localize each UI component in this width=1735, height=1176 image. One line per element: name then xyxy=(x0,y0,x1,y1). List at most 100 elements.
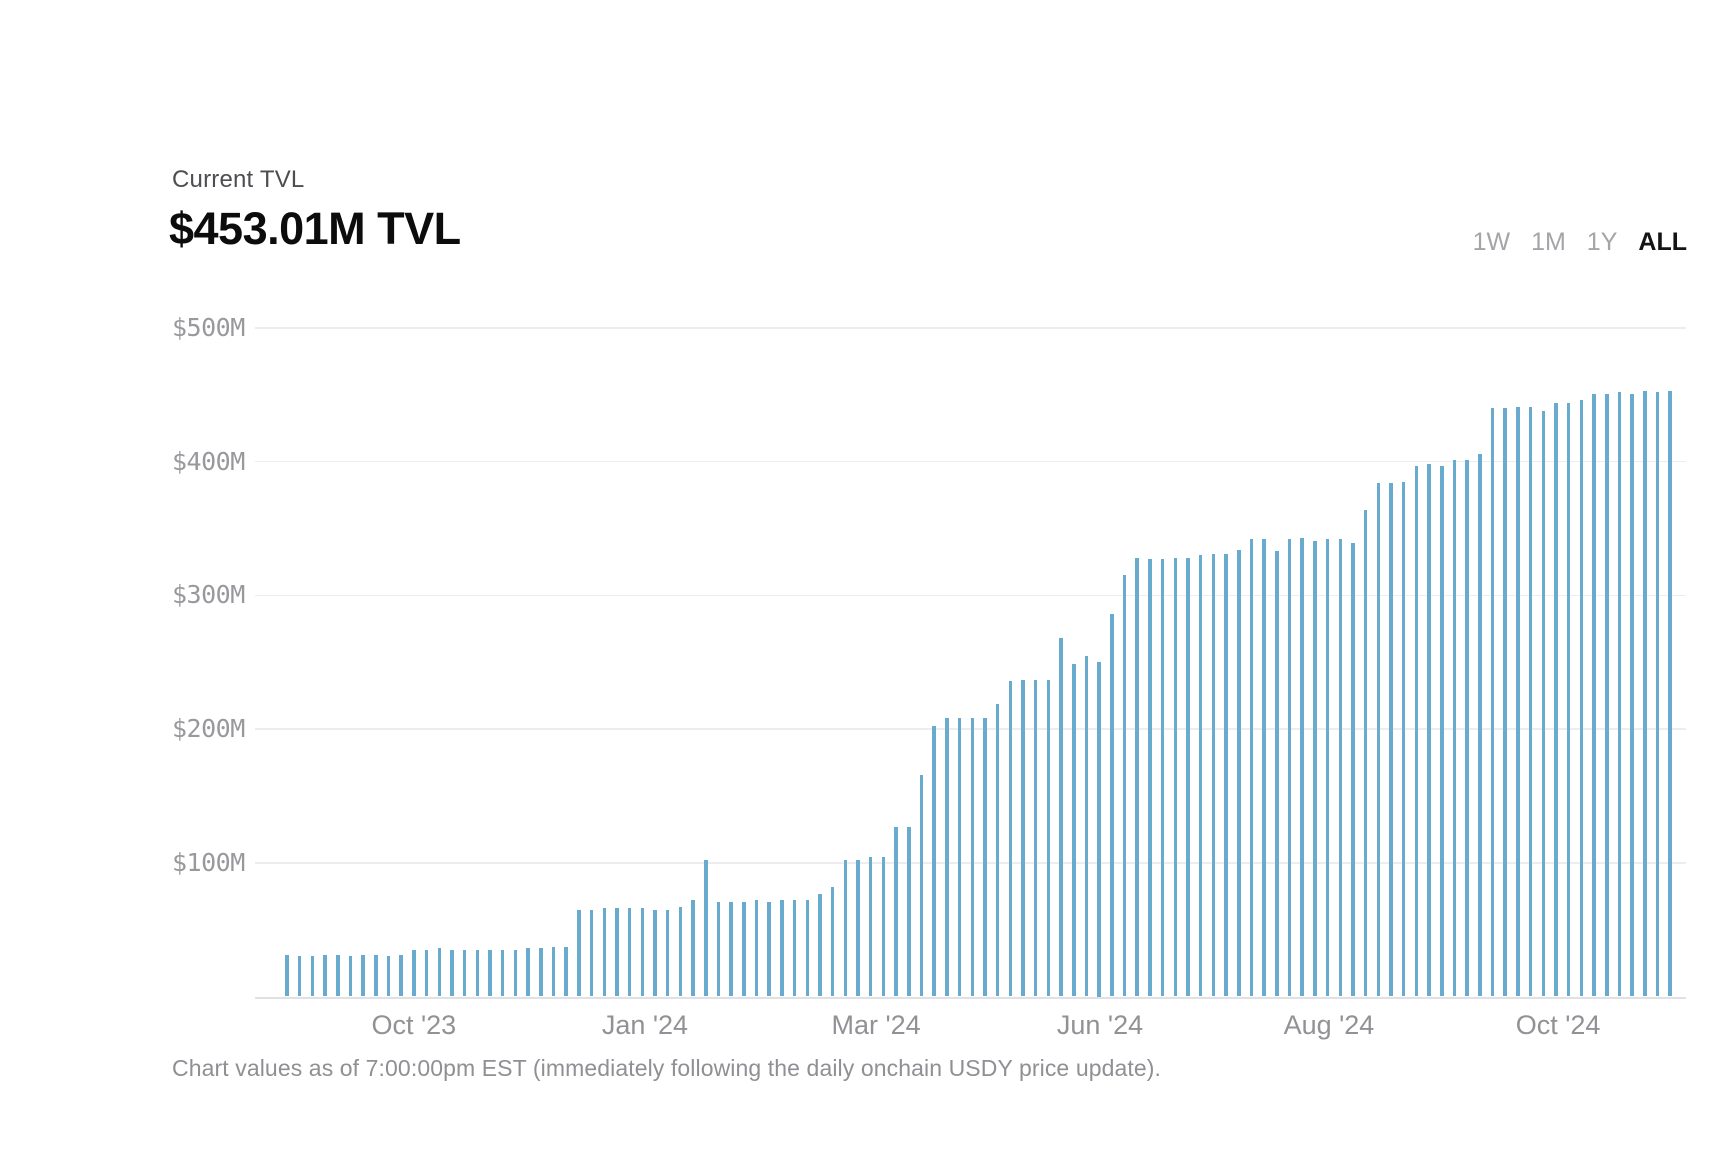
tvl-bar[interactable] xyxy=(424,949,429,997)
tvl-bar[interactable] xyxy=(577,909,581,997)
tvl-bar[interactable] xyxy=(894,826,898,997)
tvl-bar[interactable] xyxy=(691,900,695,997)
tvl-bar[interactable] xyxy=(995,703,1000,997)
tvl-bar[interactable] xyxy=(1084,655,1089,997)
tvl-bar[interactable] xyxy=(932,726,936,997)
tvl-bar[interactable] xyxy=(1440,465,1444,997)
tvl-bar[interactable] xyxy=(361,955,365,997)
range-option-1m[interactable]: 1M xyxy=(1531,228,1566,256)
tvl-bar[interactable] xyxy=(551,947,556,997)
tvl-bar[interactable] xyxy=(310,956,315,997)
tvl-bar[interactable] xyxy=(1579,400,1584,997)
tvl-bar[interactable] xyxy=(1097,662,1101,997)
tvl-bar[interactable] xyxy=(843,860,848,997)
tvl-bar[interactable] xyxy=(868,857,873,997)
tvl-bar[interactable] xyxy=(1046,679,1051,997)
tvl-bar[interactable] xyxy=(805,900,810,997)
tvl-bar[interactable] xyxy=(1287,539,1292,997)
tvl-bar[interactable] xyxy=(1351,543,1355,997)
tvl-bar[interactable] xyxy=(1313,540,1317,997)
tvl-bar[interactable] xyxy=(1072,663,1076,997)
tvl-bar[interactable] xyxy=(1262,539,1266,997)
tvl-bar[interactable] xyxy=(1110,614,1114,997)
tvl-bar[interactable] xyxy=(1300,537,1304,997)
tvl-bar[interactable] xyxy=(1655,392,1660,997)
tvl-bar[interactable] xyxy=(1135,557,1139,997)
tvl-bar[interactable] xyxy=(1363,509,1368,997)
tvl-bar[interactable] xyxy=(881,857,886,997)
tvl-bar[interactable] xyxy=(1592,393,1596,997)
tvl-bar[interactable] xyxy=(323,955,327,997)
tvl-bar[interactable] xyxy=(539,948,543,997)
tvl-bar[interactable] xyxy=(615,908,619,997)
tvl-bar[interactable] xyxy=(348,956,353,997)
tvl-bar[interactable] xyxy=(1376,483,1381,997)
tvl-bar[interactable] xyxy=(1173,557,1178,997)
tvl-bar[interactable] xyxy=(957,718,962,997)
tvl-bar[interactable] xyxy=(907,826,911,997)
tvl-bar[interactable] xyxy=(1059,638,1063,997)
tvl-bar[interactable] xyxy=(1237,549,1241,997)
tvl-bar[interactable] xyxy=(1033,679,1038,997)
tvl-bar[interactable] xyxy=(450,949,454,997)
tvl-bar[interactable] xyxy=(640,908,645,997)
tvl-bar[interactable] xyxy=(945,718,949,997)
tvl-bar[interactable] xyxy=(1465,460,1469,997)
tvl-bar[interactable] xyxy=(1630,393,1634,997)
tvl-bar[interactable] xyxy=(526,948,530,997)
tvl-bar[interactable] xyxy=(830,886,835,997)
tvl-bar[interactable] xyxy=(970,718,974,997)
tvl-bar[interactable] xyxy=(754,900,759,997)
tvl-bar[interactable] xyxy=(1160,559,1165,997)
tvl-bar[interactable] xyxy=(1275,551,1279,997)
tvl-bar[interactable] xyxy=(475,949,480,997)
tvl-bar[interactable] xyxy=(1224,553,1228,997)
tvl-bar[interactable] xyxy=(1148,559,1152,997)
tvl-bar[interactable] xyxy=(1211,553,1216,997)
tvl-bar[interactable] xyxy=(1478,453,1482,997)
tvl-bar[interactable] xyxy=(513,949,518,997)
range-option-1y[interactable]: 1Y xyxy=(1586,228,1618,256)
tvl-bar[interactable] xyxy=(1389,483,1393,997)
tvl-bar[interactable] xyxy=(1490,408,1495,997)
tvl-bar[interactable] xyxy=(285,955,289,997)
tvl-bar[interactable] xyxy=(678,906,683,997)
tvl-bar[interactable] xyxy=(919,774,924,997)
tvl-bar[interactable] xyxy=(716,901,721,997)
tvl-bar[interactable] xyxy=(1122,575,1127,997)
tvl-bar[interactable] xyxy=(1325,539,1330,997)
tvl-bar[interactable] xyxy=(589,909,594,997)
tvl-bar[interactable] xyxy=(818,893,822,997)
tvl-bar[interactable] xyxy=(1008,680,1013,997)
range-option-all[interactable]: ALL xyxy=(1638,228,1687,256)
tvl-bar[interactable] xyxy=(437,948,442,997)
tvl-bar[interactable] xyxy=(1249,539,1254,997)
tvl-bar[interactable] xyxy=(1021,679,1025,997)
tvl-bar[interactable] xyxy=(1198,555,1203,997)
tvl-bar[interactable] xyxy=(704,860,708,997)
tvl-bar[interactable] xyxy=(336,955,340,997)
tvl-bar[interactable] xyxy=(1414,465,1419,997)
tvl-bar[interactable] xyxy=(1186,557,1190,997)
tvl-bar[interactable] xyxy=(602,908,606,997)
tvl-bar[interactable] xyxy=(1427,464,1431,997)
tvl-bar[interactable] xyxy=(462,949,467,997)
tvl-bar[interactable] xyxy=(488,949,492,997)
tvl-bar[interactable] xyxy=(500,949,505,997)
tvl-bar[interactable] xyxy=(412,949,416,997)
tvl-bar[interactable] xyxy=(1617,392,1622,997)
tvl-bar[interactable] xyxy=(1401,481,1406,997)
tvl-bar[interactable] xyxy=(564,947,568,997)
tvl-bar[interactable] xyxy=(792,900,797,997)
tvl-bar[interactable] xyxy=(1643,390,1647,997)
tvl-bar[interactable] xyxy=(1566,402,1571,997)
tvl-bar[interactable] xyxy=(627,908,632,997)
tvl-bar[interactable] xyxy=(1503,408,1507,997)
tvl-bar[interactable] xyxy=(297,956,302,997)
tvl-bar[interactable] xyxy=(742,901,746,997)
tvl-bar[interactable] xyxy=(1668,390,1672,997)
tvl-bar[interactable] xyxy=(1605,393,1609,997)
tvl-bar[interactable] xyxy=(1338,539,1343,997)
tvl-bar[interactable] xyxy=(856,860,860,997)
tvl-bar[interactable] xyxy=(386,956,391,997)
